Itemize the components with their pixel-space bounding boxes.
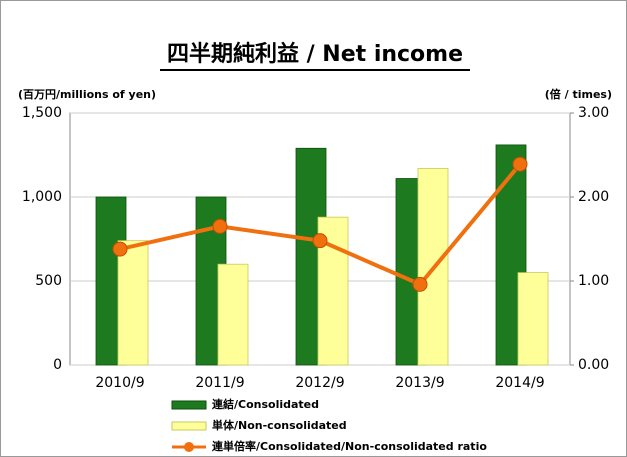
- y2-tick-label: 1.00: [578, 273, 609, 289]
- line-marker: [112, 241, 128, 257]
- bar: [117, 240, 149, 366]
- x-tick-label: 2012/9: [295, 375, 344, 391]
- chart-title: 四半期純利益 / Net income: [167, 41, 463, 67]
- legend-swatch: [171, 400, 207, 410]
- y-tick-label: 0: [53, 357, 62, 373]
- y2-axis-label: (倍 / times): [545, 87, 612, 101]
- x-tick-label: 2014/9: [495, 375, 544, 391]
- legend-swatch: [171, 421, 207, 431]
- legend-label: 単体/Non-consolidated: [212, 418, 347, 432]
- y2-tick-label: 2.00: [578, 189, 609, 205]
- legend-label: 連結/Consolidated: [212, 397, 319, 411]
- y-tick-label: 500: [35, 273, 62, 289]
- y-tick-label: 1,500: [22, 105, 62, 121]
- line-marker: [212, 218, 228, 234]
- x-tick-label: 2013/9: [395, 375, 444, 391]
- line-marker: [412, 276, 428, 292]
- x-tick-label: 2010/9: [95, 375, 144, 391]
- legend-marker: [184, 442, 194, 452]
- y-tick-label: 1,000: [22, 189, 62, 205]
- line-marker: [512, 156, 528, 172]
- bar: [217, 263, 249, 366]
- line-marker: [312, 233, 328, 249]
- legend-label: 連単倍率/Consolidated/Non-consolidated ratio: [212, 439, 487, 453]
- bar: [517, 272, 549, 366]
- y2-tick-label: 3.00: [578, 105, 609, 121]
- x-tick-label: 2011/9: [195, 375, 244, 391]
- y2-tick-label: 0.00: [578, 357, 609, 373]
- y-axis-label: (百万円/millions of yen): [18, 88, 156, 101]
